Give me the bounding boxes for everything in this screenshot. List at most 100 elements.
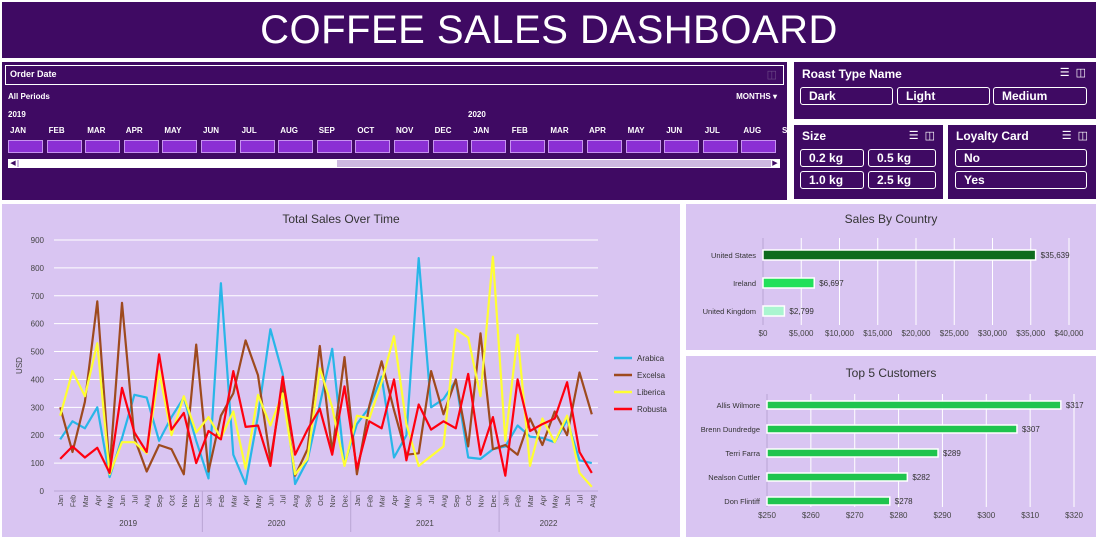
y-tick-label: 200	[31, 431, 45, 440]
chevron-down-icon: ▾	[772, 92, 777, 101]
total-sales-chart-panel: Total Sales Over Time 0 100 200 300 400 500 600…	[2, 204, 680, 537]
sales-by-country-panel: Sales By Country $0 $5,000 $10,000 $15,000 $2…	[686, 204, 1096, 350]
bar	[766, 472, 909, 482]
slicer-title: Loyalty Card	[956, 129, 1029, 143]
timeline-month-bar[interactable]	[316, 140, 352, 153]
multi-select-icon[interactable]: ☰◫	[1061, 130, 1094, 142]
x-tick-label: Feb	[219, 495, 226, 507]
series-line-arabica	[59, 256, 593, 486]
x-tick-label: $300	[977, 511, 995, 520]
category-label: Brenn Dundredge	[701, 425, 760, 434]
bar	[766, 424, 1018, 434]
timeline-month-bar[interactable]	[509, 140, 545, 153]
slicer-item-yes[interactable]: Yes	[955, 171, 1087, 189]
y-tick-label: 600	[31, 320, 45, 329]
clear-filter-icon[interactable]: ◫	[766, 69, 777, 81]
slicer-item-0-2-kg[interactable]: 0.2 kg	[800, 149, 864, 167]
slicer-item-2-5-kg[interactable]: 2.5 kg	[868, 171, 936, 189]
chart-title: Top 5 Customers	[846, 366, 937, 380]
dashboard-header: COFFEE SALES DASHBOARD	[2, 2, 1096, 58]
x-tick-label: Jul	[132, 495, 139, 504]
x-tick-label: Jan	[58, 495, 65, 506]
data-label: $278	[895, 497, 913, 506]
y-tick-label: 300	[31, 403, 45, 412]
timeline-month-bar[interactable]	[239, 140, 275, 153]
legend-label: Liberica	[637, 388, 666, 397]
year-label: 2019	[119, 519, 137, 528]
timeline-level-dropdown[interactable]: MONTHS ▾	[736, 92, 777, 101]
category-label: Terri Farra	[725, 449, 760, 458]
x-tick-label: May	[553, 495, 560, 509]
timeline-month-bar[interactable]	[201, 140, 236, 153]
x-tick-label: $20,000	[902, 329, 931, 338]
timeline-month-label: JUN	[666, 126, 683, 135]
timeline-month-bar[interactable]	[355, 140, 391, 153]
timeline-month-bar[interactable]	[394, 140, 429, 153]
timeline-year: 2019	[8, 110, 26, 119]
x-tick-label: Apr	[540, 494, 547, 506]
scroll-left-icon[interactable]: ◀	[9, 159, 17, 168]
slicer-item-light[interactable]: Light	[897, 87, 990, 105]
timeline-month-bars[interactable]	[8, 140, 780, 153]
slicer-item-dark[interactable]: Dark	[800, 87, 893, 105]
slicer-item-1-0-kg[interactable]: 1.0 kg	[800, 171, 864, 189]
bar	[766, 496, 891, 506]
timeline-month-bar[interactable]	[625, 140, 661, 153]
timeline-month-bar[interactable]	[548, 140, 584, 153]
x-tick-label: $15,000	[863, 329, 892, 338]
timeline-month-labels: JAN FEB MAR APR MAY JUN JUL AUG SEP OCT NOV DEC JAN F…	[8, 126, 787, 138]
y-tick-label: 0	[40, 487, 45, 496]
x-tick-label: Sep	[454, 495, 461, 508]
timeline-month-bar[interactable]	[587, 140, 622, 153]
x-tick-label: Oct	[466, 495, 473, 506]
total-sales-chart: Total Sales Over Time 0 100 200 300 400 500 600…	[15, 212, 667, 532]
legend-label: Robusta	[637, 405, 667, 414]
bar	[762, 305, 786, 317]
timeline-month-bar[interactable]	[8, 140, 43, 153]
data-label: $35,639	[1041, 251, 1070, 260]
bar	[762, 277, 815, 289]
scroll-right-icon[interactable]: ▶	[771, 159, 779, 168]
timeline-month-label: JUN	[203, 126, 220, 135]
timeline-month-bar[interactable]	[85, 140, 121, 153]
timeline-month-bar[interactable]	[432, 140, 468, 153]
timeline-month-label: APR	[125, 126, 143, 135]
timeline-level-label: MONTHS	[736, 92, 771, 101]
timeline-month-bar[interactable]	[162, 140, 198, 153]
x-tick-label: $10,000	[825, 329, 854, 338]
order-date-timeline[interactable]: Order Date ◫ All Periods MONTHS ▾ 2019 2…	[2, 62, 787, 200]
x-tick-label: Apr	[95, 494, 102, 506]
x-tick-label: Nov	[182, 495, 189, 508]
timeline-scrollbar[interactable]: ◀ ▶	[8, 159, 780, 168]
data-label: $289	[943, 449, 961, 458]
timeline-month-bar[interactable]	[664, 140, 700, 153]
slicer-item-no[interactable]: No	[955, 149, 1087, 167]
timeline-month-bar[interactable]	[471, 140, 507, 153]
slicer-item-0-5-kg[interactable]: 0.5 kg	[868, 149, 936, 167]
x-tick-label: Nov	[479, 495, 486, 508]
multi-select-icon[interactable]: ☰◫	[908, 130, 941, 142]
timeline-month-label: OCT	[357, 126, 375, 135]
category-label: United States	[711, 251, 756, 260]
x-tick-label: Mar	[231, 494, 238, 507]
multi-select-icon[interactable]: ☰◫	[1059, 67, 1092, 79]
x-tick-label: $25,000	[940, 329, 969, 338]
x-tick-label: Apr	[392, 494, 399, 506]
scrollbar-thumb[interactable]	[19, 160, 337, 167]
x-tick-label: $310	[1021, 511, 1039, 520]
slicer-item-medium[interactable]: Medium	[993, 87, 1087, 105]
x-tick-label: Feb	[367, 495, 374, 507]
x-tick-label: Mar	[380, 494, 387, 507]
timeline-month-bar[interactable]	[702, 140, 738, 153]
timeline-month-bar[interactable]	[278, 140, 314, 153]
size-slicer: Size ☰◫ 0.2 kg 0.5 kg 1.0 kg 2.5 kg	[794, 125, 943, 199]
bar	[766, 400, 1062, 410]
timeline-month-bar[interactable]	[123, 140, 159, 153]
timeline-month-label: JUL	[241, 126, 257, 135]
category-label: United Kingdom	[703, 307, 756, 316]
timeline-month-bar[interactable]	[46, 140, 82, 153]
timeline-month-label: NOV	[396, 126, 414, 135]
slicer-title: Roast Type Name	[802, 67, 902, 81]
timeline-month-bar[interactable]	[741, 140, 777, 153]
